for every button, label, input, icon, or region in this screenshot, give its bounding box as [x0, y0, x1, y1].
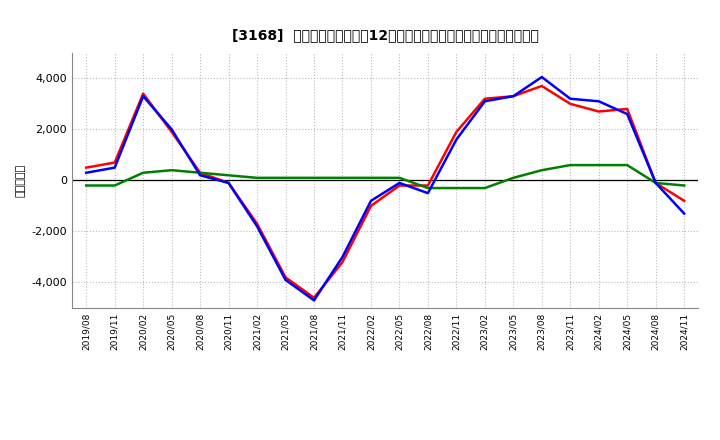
Title: [3168]  キャッシュフローの12か月移動合計の対前年同期増減額の推移: [3168] キャッシュフローの12か月移動合計の対前年同期増減額の推移 [232, 28, 539, 42]
Y-axis label: （百万円）: （百万円） [16, 164, 26, 197]
